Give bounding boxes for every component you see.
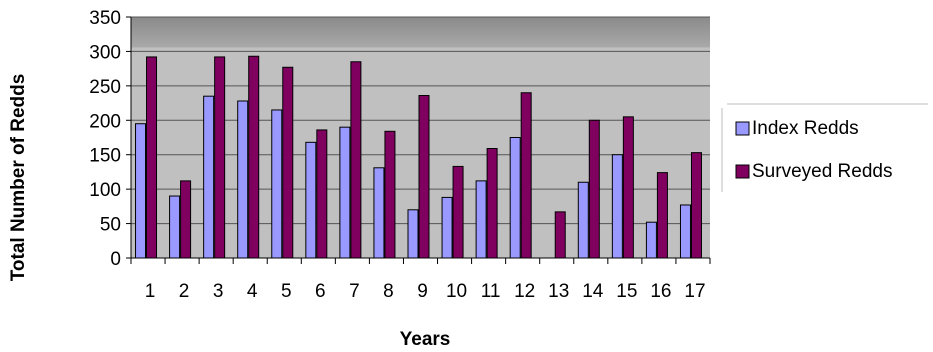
y-tick-label: 0	[110, 249, 121, 270]
bar-index-4	[237, 100, 249, 259]
y-tick-label: 200	[89, 111, 121, 132]
legend-label-surveyed: Surveyed Redds	[752, 161, 892, 182]
bar-surveyed-17	[690, 152, 702, 259]
bar-surveyed-1	[146, 56, 158, 259]
x-axis-title: Years	[400, 329, 451, 350]
x-tick-label: 6	[315, 281, 326, 302]
bar-index-1	[135, 123, 147, 259]
bar-index-7	[339, 126, 351, 259]
x-tick-label: 15	[616, 281, 637, 302]
x-tick-label: 12	[514, 281, 535, 302]
bar-index-10	[441, 196, 453, 259]
bar-surveyed-12	[520, 92, 532, 259]
bar-surveyed-7	[350, 61, 362, 259]
bar-surveyed-5	[282, 66, 294, 259]
y-tick-label: 300	[89, 42, 121, 63]
bar-surveyed-15	[622, 116, 634, 259]
bar-index-5	[271, 109, 283, 259]
bar-surveyed-10	[452, 165, 464, 259]
bar-index-12	[509, 137, 521, 259]
x-tick-label: 4	[247, 281, 258, 302]
x-tick-label: 1	[145, 281, 156, 302]
plot-top-band	[131, 17, 710, 48]
x-tick-label: 8	[383, 281, 394, 302]
legend-box	[722, 104, 928, 192]
x-tick-label: 16	[650, 281, 671, 302]
bar-index-3	[203, 95, 215, 259]
x-tick-label: 13	[548, 281, 569, 302]
bar-index-6	[305, 141, 317, 259]
y-axis-title: Total Number of Redds	[8, 74, 29, 282]
x-tick-label: 3	[213, 281, 224, 302]
y-tick-label: 100	[89, 180, 121, 201]
x-tick-label: 17	[684, 281, 705, 302]
x-tick-labels: 1 2 3 4 5 6 7 8 9 10 11 12 13 14 15 16 17	[145, 281, 706, 302]
y-tick-label: 250	[89, 77, 121, 98]
bar-surveyed-14	[588, 119, 600, 259]
y-tick-label: 50	[100, 215, 121, 236]
legend-swatch-surveyed	[735, 164, 750, 179]
x-tick-label: 11	[481, 281, 501, 302]
bar-index-15	[611, 154, 623, 259]
bar-surveyed-6	[316, 129, 328, 259]
bar-surveyed-13	[554, 211, 566, 259]
bar-surveyed-8	[384, 130, 396, 259]
y-tick-label: 350	[89, 8, 121, 29]
bar-surveyed-2	[180, 180, 192, 259]
bar-surveyed-16	[656, 172, 668, 259]
x-tick-label: 9	[417, 281, 428, 302]
bar-index-11	[475, 180, 487, 259]
bar-index-17	[679, 204, 691, 259]
bar-index-2	[169, 195, 181, 259]
bar-surveyed-11	[486, 148, 498, 259]
x-tick-label: 2	[179, 281, 190, 302]
legend: Index Redds Surveyed Redds	[721, 103, 928, 192]
bar-index-8	[373, 167, 385, 259]
legend-swatch-index	[735, 121, 750, 136]
bar-surveyed-4	[248, 55, 260, 259]
legend-label-index: Index Redds	[752, 118, 859, 139]
bar-surveyed-3	[214, 56, 226, 259]
y-tick-label: 150	[89, 146, 121, 167]
bar-index-14	[577, 181, 589, 259]
axes	[126, 16, 711, 264]
x-tick-label: 7	[349, 281, 360, 302]
x-tick-label: 10	[446, 281, 467, 302]
x-tick-label: 5	[281, 281, 292, 302]
bar-index-9	[407, 209, 419, 259]
y-tick-labels: 0 50 100 150 200 250 300 350	[89, 8, 121, 270]
bar-index-16	[645, 221, 657, 259]
bar-surveyed-9	[418, 94, 430, 259]
x-tick-label: 14	[582, 281, 604, 302]
